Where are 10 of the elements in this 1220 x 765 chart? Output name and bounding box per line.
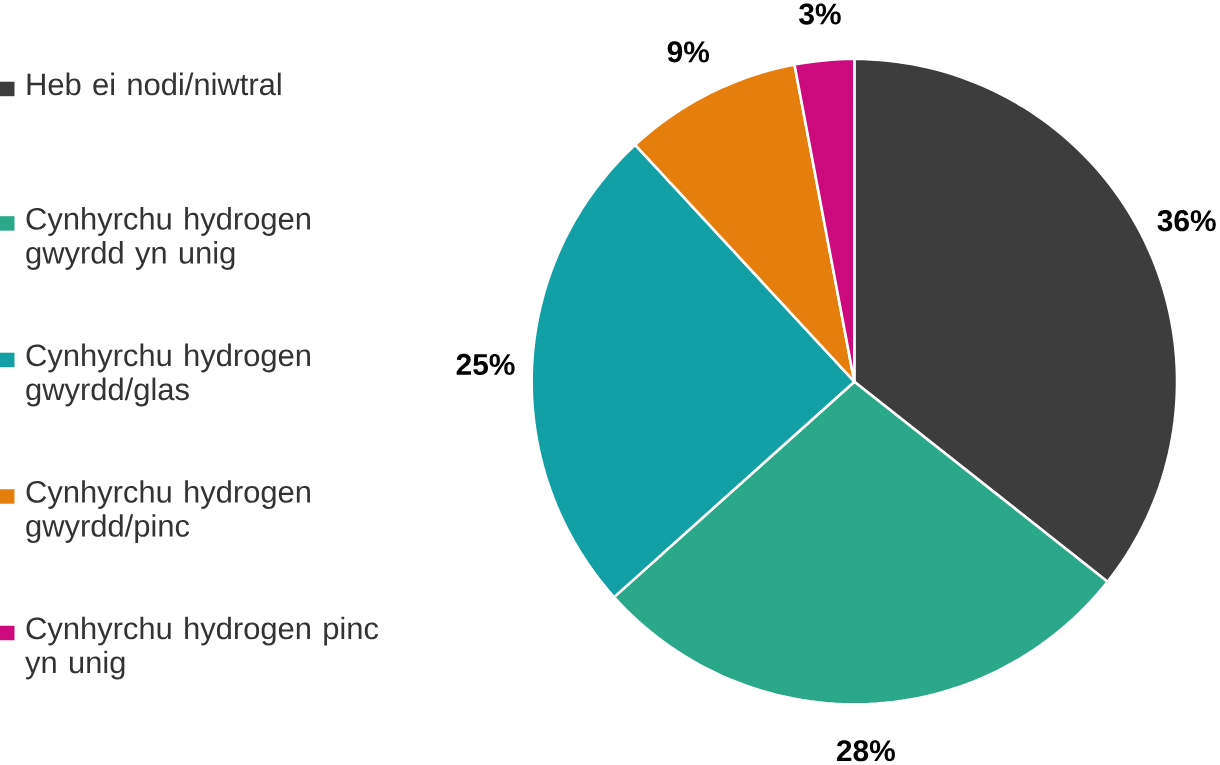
data-label: 25% <box>456 353 515 376</box>
data-label: 28% <box>836 740 895 762</box>
legend-label: Cynhyrchu hydrogen gwyrdd/glas <box>26 343 310 407</box>
legend-label: Cynhyrchu hydrogen gwyrdd/pinc <box>26 480 310 544</box>
legend-label: Heb ei nodi/niwtral <box>27 72 281 96</box>
data-label: 3% <box>799 3 841 25</box>
legend-label: Cynhyrchu hydrogen gwyrdd yn unig <box>26 207 310 271</box>
data-label: 9% <box>667 41 710 63</box>
legend-label: Cynhyrchu hydrogen pinc yn unig <box>25 616 379 680</box>
data-label: 36% <box>1157 210 1216 232</box>
